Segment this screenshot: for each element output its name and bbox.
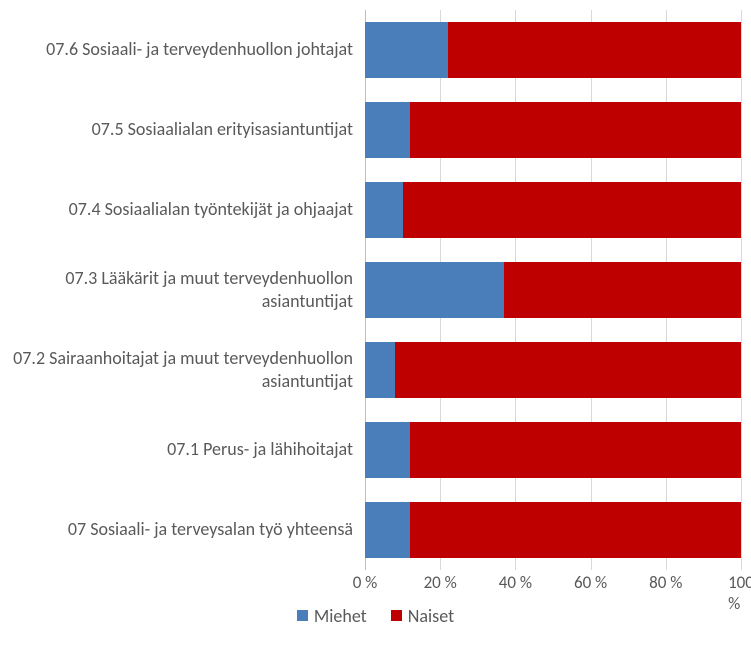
bar <box>365 262 741 318</box>
bar-segment-naiset <box>410 502 741 558</box>
bar-segment-miehet <box>365 262 504 318</box>
bar <box>365 182 741 238</box>
category-label: 07.2 Sairaanhoitajat ja muut terveydenhu… <box>10 347 365 394</box>
bar <box>365 102 741 158</box>
x-tick-label: 100 % <box>728 572 751 614</box>
bar-segment-miehet <box>365 102 410 158</box>
legend-item-miehet: Miehet <box>297 605 367 627</box>
gender-distribution-chart: 07.6 Sosiaali- ja terveydenhuollon johta… <box>10 10 741 639</box>
table-row: 07.1 Perus- ja lähihoitajat <box>10 410 741 490</box>
table-row: 07.3 Lääkärit ja muut terveydenhuollon a… <box>10 250 741 330</box>
category-label: 07.3 Lääkärit ja muut terveydenhuollon a… <box>10 267 365 314</box>
x-tick-label: 80 % <box>649 572 682 593</box>
legend-swatch <box>391 610 402 621</box>
category-label: 07.6 Sosiaali- ja terveydenhuollon johta… <box>10 38 365 61</box>
x-tick-label: 40 % <box>499 572 532 593</box>
bar-segment-miehet <box>365 422 410 478</box>
bar-segment-naiset <box>395 342 741 398</box>
bar <box>365 422 741 478</box>
table-row: 07 Sosiaali- ja terveysalan työ yhteensä <box>10 490 741 570</box>
legend-label: Miehet <box>314 605 367 627</box>
legend-item-naiset: Naiset <box>391 605 454 627</box>
category-label: 07.1 Perus- ja lähihoitajat <box>10 438 365 461</box>
bar-segment-miehet <box>365 502 410 558</box>
x-tick-label: 60 % <box>574 572 607 593</box>
legend-label: Naiset <box>408 605 454 627</box>
bar-segment-naiset <box>504 262 741 318</box>
bar-segment-miehet <box>365 22 448 78</box>
x-tick-label: 0 % <box>353 572 378 593</box>
bar <box>365 22 741 78</box>
gridline <box>741 10 742 570</box>
legend-swatch <box>297 610 308 621</box>
bar-segment-miehet <box>365 182 403 238</box>
category-label: 07 Sosiaali- ja terveysalan työ yhteensä <box>10 518 365 541</box>
table-row: 07.6 Sosiaali- ja terveydenhuollon johta… <box>10 10 741 90</box>
legend: Miehet Naiset <box>10 604 741 627</box>
plot-area: 07.6 Sosiaali- ja terveydenhuollon johta… <box>10 10 741 570</box>
category-label: 07.5 Sosiaalialan erityisasiantuntijat <box>10 118 365 141</box>
bar-segment-naiset <box>403 182 741 238</box>
bar <box>365 342 741 398</box>
table-row: 07.5 Sosiaalialan erityisasiantuntijat <box>10 90 741 170</box>
bar-segment-miehet <box>365 342 395 398</box>
x-tick-label: 20 % <box>424 572 457 593</box>
x-axis: 0 %20 %40 %60 %80 %100 % <box>10 570 741 598</box>
table-row: 07.4 Sosiaalialan työntekijät ja ohjaaja… <box>10 170 741 250</box>
category-label: 07.4 Sosiaalialan työntekijät ja ohjaaja… <box>10 198 365 221</box>
bar-segment-naiset <box>410 422 741 478</box>
table-row: 07.2 Sairaanhoitajat ja muut terveydenhu… <box>10 330 741 410</box>
bar-segment-naiset <box>448 22 741 78</box>
bar-segment-naiset <box>410 102 741 158</box>
bar <box>365 502 741 558</box>
